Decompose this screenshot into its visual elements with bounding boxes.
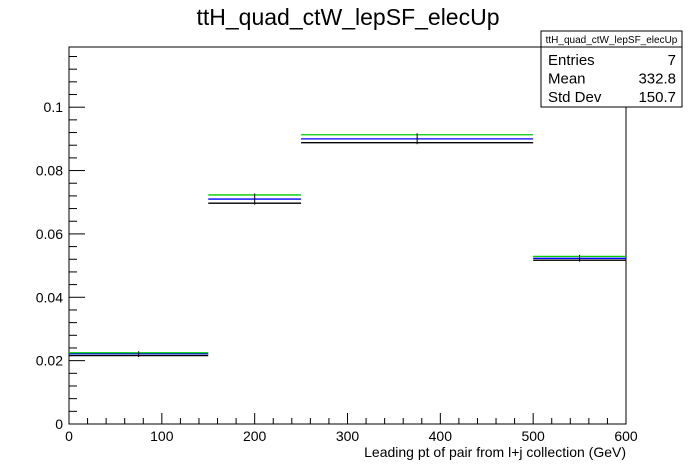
y-tick-label: 0.08 xyxy=(36,163,63,179)
x-tick-label: 400 xyxy=(429,428,453,444)
stats-value-entries: 7 xyxy=(668,52,676,69)
stats-box: ttH_quad_ctW_lepSF_elecUp Entries 7 Mean 332… xyxy=(540,30,683,108)
y-tick-label: 0.04 xyxy=(36,289,63,305)
y-axis: 0 0.02 0.04 0.06 0.08 0.1 xyxy=(36,56,85,432)
stats-box-title: ttH_quad_ctW_lepSF_elecUp xyxy=(546,35,678,46)
stats-label-mean: Mean xyxy=(548,71,586,88)
stats-box-frame xyxy=(540,30,683,108)
x-tick-label: 600 xyxy=(614,428,638,444)
y-tick-label: 0 xyxy=(55,416,63,432)
stats-label-entries: Entries xyxy=(548,52,595,69)
x-axis-label: Leading pt of pair from l+j collection (… xyxy=(364,444,626,460)
stats-label-std-dev: Std Dev xyxy=(548,89,602,106)
chart-title: ttH_quad_ctW_lepSF_elecUp xyxy=(197,4,500,30)
x-tick-label: 500 xyxy=(521,428,545,444)
y-tick-label: 0.02 xyxy=(36,353,63,369)
x-tick-label: 100 xyxy=(150,428,174,444)
y-tick-label: 0.06 xyxy=(36,226,63,242)
stats-value-std-dev: 150.7 xyxy=(638,89,676,106)
stats-value-mean: 332.8 xyxy=(638,71,676,88)
y-tick-label: 0.1 xyxy=(44,99,64,115)
x-tick-label: 300 xyxy=(336,428,360,444)
x-axis: 0 100 200 300 400 500 600 xyxy=(65,413,638,444)
x-tick-label: 0 xyxy=(65,428,73,444)
x-tick-label: 200 xyxy=(243,428,267,444)
